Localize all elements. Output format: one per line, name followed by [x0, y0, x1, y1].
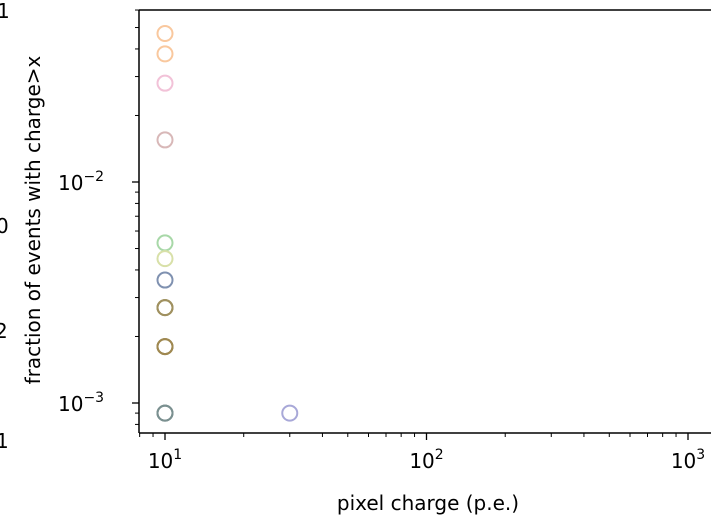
- data-point: [156, 250, 174, 268]
- data-point: [156, 131, 174, 149]
- x-tick-label: 103: [671, 447, 705, 473]
- x-axis-label: pixel charge (p.e.): [337, 491, 519, 515]
- data-point: [156, 404, 174, 422]
- data-point: [156, 45, 174, 63]
- y-axis-label: fraction of events with charge>x: [21, 55, 45, 384]
- data-points: [156, 24, 299, 422]
- clipped-text: 0: [0, 214, 9, 238]
- clipped-left-labels: 1 0 2 1: [0, 0, 10, 453]
- data-point: [156, 234, 174, 252]
- y-tick-label: 10−3: [58, 390, 104, 416]
- data-point: [156, 24, 174, 42]
- clipped-text: 2: [0, 319, 8, 343]
- x-tick-label: 102: [409, 447, 443, 473]
- data-point: [156, 74, 174, 92]
- data-point: [156, 271, 174, 289]
- data-point: [281, 404, 299, 422]
- data-point: [156, 338, 174, 356]
- axes: 101 102 103 10−2 10−3: [58, 9, 711, 473]
- x-tick-label: 101: [148, 447, 182, 473]
- clipped-text: 1: [0, 0, 10, 23]
- y-tick-label: 10−2: [58, 169, 104, 195]
- clipped-text: 1: [0, 429, 9, 453]
- data-point: [156, 299, 174, 317]
